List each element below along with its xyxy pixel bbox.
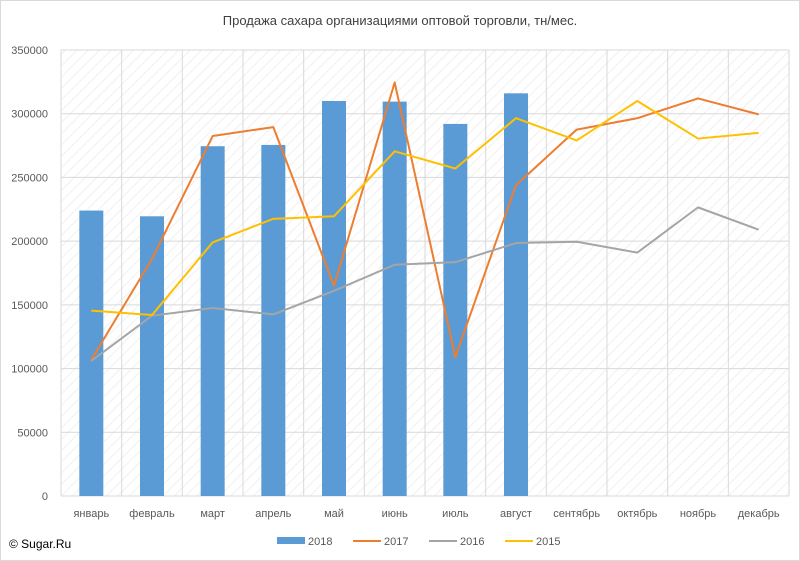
line-series-2017 [90, 81, 759, 361]
x-tick-label: апрель [255, 508, 291, 520]
legend-swatch-2018 [277, 537, 305, 544]
x-tick-label: октябрь [617, 508, 657, 520]
bar-2018 [504, 93, 528, 496]
y-tick-label: 350000 [11, 45, 48, 57]
x-tick-label: ноябрь [680, 508, 717, 520]
bar-2018 [322, 100, 346, 496]
y-tick-label: 250000 [11, 172, 48, 184]
line-series-2015 [91, 99, 759, 317]
line-series-2016 [90, 206, 760, 362]
legend-label-2018: 2018 [308, 536, 332, 548]
x-tick-label: май [324, 508, 344, 520]
x-tick-label: март [200, 508, 225, 520]
bar-2018 [261, 144, 286, 497]
x-tick-label: январь [73, 508, 109, 520]
bar-2018 [140, 216, 164, 496]
x-tick-label: июнь [382, 508, 408, 520]
y-tick-label: 100000 [11, 364, 48, 376]
bar-2018 [200, 146, 225, 497]
bar-2018 [79, 210, 104, 496]
y-tick-label: 200000 [11, 236, 48, 248]
legend-label-2017: 2017 [384, 536, 408, 548]
x-tick-label: февраль [129, 508, 175, 520]
x-tick-label: июль [442, 508, 469, 520]
y-tick-label: 300000 [11, 109, 48, 121]
x-tick-label: декабрь [738, 508, 780, 520]
y-tick-label: 150000 [11, 300, 48, 312]
y-tick-label: 0 [42, 491, 48, 503]
x-tick-label: август [500, 508, 532, 520]
legend-label-2015: 2015 [536, 536, 560, 548]
legend-label-2016: 2016 [460, 536, 484, 548]
bar-2018 [443, 123, 468, 496]
copyright-label: © Sugar.Ru [9, 537, 72, 551]
bar-2018 [382, 101, 407, 496]
x-tick-label: сентябрь [553, 508, 600, 520]
chart-title: Продажа сахара организациями оптовой тор… [223, 13, 577, 28]
y-tick-label: 50000 [17, 427, 48, 439]
